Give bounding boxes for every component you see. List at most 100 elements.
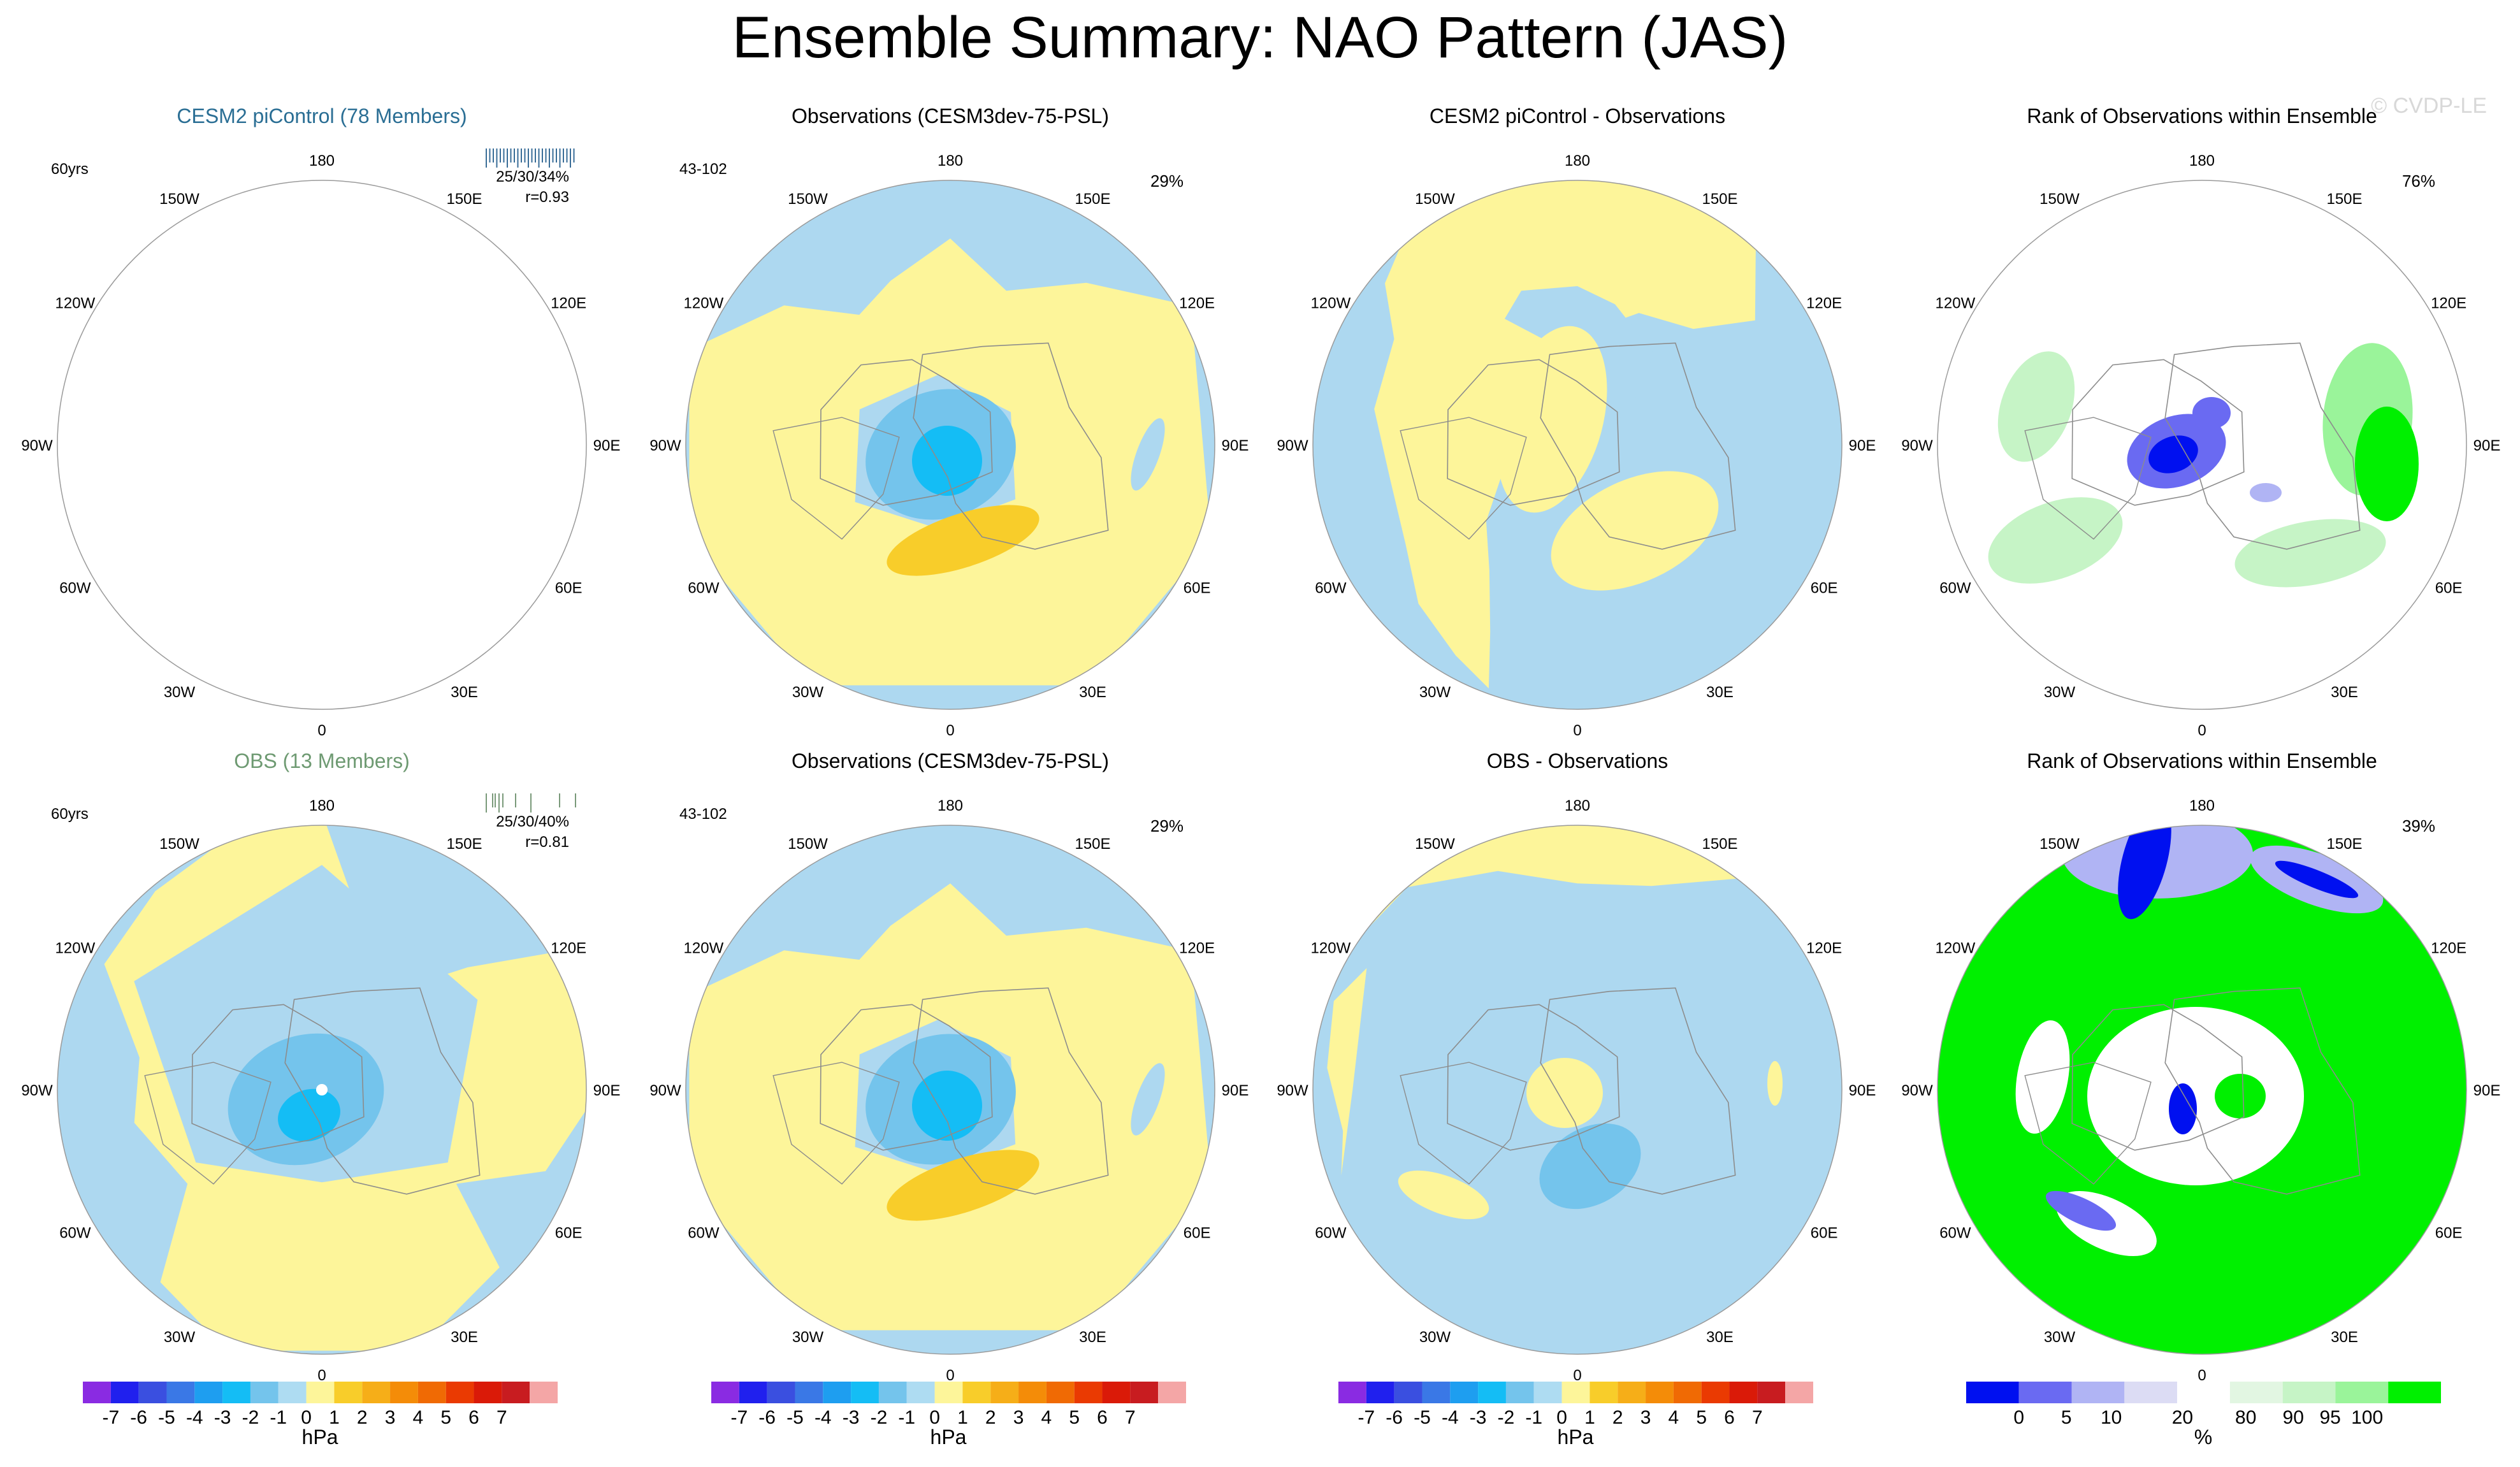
longitude-label: 120E <box>551 940 586 957</box>
longitude-label: 60E <box>2435 1225 2463 1242</box>
colorbar-swatch <box>334 1382 363 1403</box>
stat-label: r=0.81 <box>525 834 569 851</box>
colorbar-swatch <box>962 1382 991 1403</box>
longitude-label: 0 <box>2198 1367 2206 1384</box>
coastline <box>1447 359 1620 506</box>
colorbar-2: -7 -6 -5 -4 -3 -2 -1 0 1 2 3 4 5 6 7 hPa <box>711 1382 1186 1449</box>
longitude-label: 0 <box>1573 1367 1581 1384</box>
rank-high <box>2234 519 2386 588</box>
map-panels: CESM2 piControl (78 Members) 180 150E 120E 9… <box>21 105 2500 1384</box>
colorbar-tick-label: 2 <box>985 1407 996 1428</box>
colorbar-tick-label: -2 <box>1498 1407 1515 1428</box>
longitude-label: 60W <box>1939 1225 1971 1242</box>
longitude-label: 60E <box>555 580 583 597</box>
colorbar-swatch <box>166 1382 195 1403</box>
map-field <box>1313 180 1842 709</box>
longitude-label: 120W <box>684 940 724 957</box>
map-field <box>57 825 586 1354</box>
colorbar-tick-label: -4 <box>1442 1407 1459 1428</box>
longitude-label: 180 <box>309 152 335 170</box>
colorbar-swatch <box>2388 1382 2441 1403</box>
percent-label: 39% <box>2402 816 2435 835</box>
coastline <box>2024 417 2152 540</box>
longitude-label: 150E <box>1075 191 1110 208</box>
longitude-label: 120E <box>2431 940 2466 957</box>
colorbar-tick-label: 100 <box>2351 1407 2383 1428</box>
colorbar-tick-label: -7 <box>1358 1407 1375 1428</box>
colorbar-tick-label: -7 <box>730 1407 748 1428</box>
colorbar-swatch <box>278 1382 307 1403</box>
coastline <box>772 1062 900 1185</box>
rank-high <box>1988 497 2123 584</box>
colorbar-swatch <box>417 1382 446 1403</box>
coastline <box>1400 417 1527 540</box>
longitude-label: 150W <box>1415 835 1455 853</box>
colorbar-swatch <box>1158 1382 1186 1403</box>
longitude-label: 90W <box>1277 437 1308 454</box>
missing-data-dot <box>316 1084 328 1095</box>
longitude-label: 30W <box>2044 684 2076 701</box>
colorbar-swatch <box>2229 1382 2283 1403</box>
negative-anomaly <box>214 369 370 523</box>
longitude-label: 90W <box>649 1082 681 1099</box>
panel-title: Rank of Observations within Ensemble <box>2027 105 2377 127</box>
longitude-label: 180 <box>2189 797 2215 814</box>
longitude-label: 120W <box>1311 295 1351 312</box>
longitude-label: 120E <box>1806 940 1842 957</box>
rank-low <box>2275 860 2359 899</box>
colorbar-swatch <box>2018 1382 2072 1403</box>
positive-anomaly <box>1526 1058 1603 1128</box>
colorbar-swatch <box>1478 1382 1506 1403</box>
coastline <box>1540 342 1736 550</box>
colorbar-tick-label: 3 <box>1640 1407 1651 1428</box>
positive-anomaly <box>1326 825 1756 972</box>
colorbar-tick-label: 95 <box>2319 1407 2340 1428</box>
longitude-label: 30W <box>792 1329 824 1346</box>
longitude-label: 150E <box>1075 835 1110 853</box>
colorbar-tick-label: 3 <box>385 1407 396 1428</box>
colorbar-swatch <box>1422 1382 1451 1403</box>
map-field <box>1313 825 1842 1354</box>
map-panel-3: CESM2 piControl - Observations 180 150E 120… <box>1277 105 1876 739</box>
colorbar-swatch <box>110 1382 139 1403</box>
colorbar-tick-label: 4 <box>1041 1407 1052 1428</box>
longitude-label: 150W <box>1415 191 1455 208</box>
colorbar-tick-label: -5 <box>786 1407 804 1428</box>
colorbar-swatch <box>1618 1382 1646 1403</box>
member-spread-ticks <box>486 793 576 813</box>
colorbar-3: -7 -6 -5 -4 -3 -2 -1 0 1 2 3 4 5 6 7 hPa <box>1338 1382 1813 1449</box>
panel-title: Observations (CESM3dev-75-PSL) <box>792 749 1109 772</box>
colorbar-swatch <box>1589 1382 1618 1403</box>
longitude-label: 90W <box>649 437 681 454</box>
coastline <box>192 359 364 505</box>
rank-low <box>2045 1190 2117 1231</box>
figure-title: Ensemble Summary: NAO Pattern (JAS) <box>732 5 1788 70</box>
ocean-fill <box>57 180 264 264</box>
map-border <box>685 825 1215 1355</box>
rank-low <box>2169 1083 2197 1134</box>
rank-mid <box>2087 1007 2304 1185</box>
longitude-label: 180 <box>938 152 963 170</box>
longitude-label: 60W <box>688 1225 720 1242</box>
watermark: © CVDP-LE <box>2371 94 2487 118</box>
colorbar-tick-label: 7 <box>1125 1407 1136 1428</box>
colorbar-swatch <box>222 1382 250 1403</box>
longitude-label: 60E <box>2435 580 2463 597</box>
map-panel-1: CESM2 piControl (78 Members) 180 150E 120E 9… <box>21 105 620 739</box>
colorbar-tick-label: 2 <box>1612 1407 1623 1428</box>
colorbar-tick-label: 6 <box>1724 1407 1735 1428</box>
colorbar-swatch <box>1701 1382 1730 1403</box>
colorbar-unit: % <box>2194 1426 2212 1449</box>
period-label: 60yrs <box>51 806 89 823</box>
map-field <box>1937 825 2466 1354</box>
colorbar-swatch <box>362 1382 391 1403</box>
longitude-label: 150E <box>1702 835 1737 853</box>
longitude-label: 30W <box>164 1329 196 1346</box>
longitude-label: 60E <box>1811 580 1838 597</box>
rank-high <box>2215 1074 2266 1118</box>
negative-anomaly-core <box>912 426 982 496</box>
panel-title: Rank of Observations within Ensemble <box>2027 749 2377 772</box>
coastline <box>772 417 900 540</box>
longitude-label: 150E <box>2326 835 2362 853</box>
